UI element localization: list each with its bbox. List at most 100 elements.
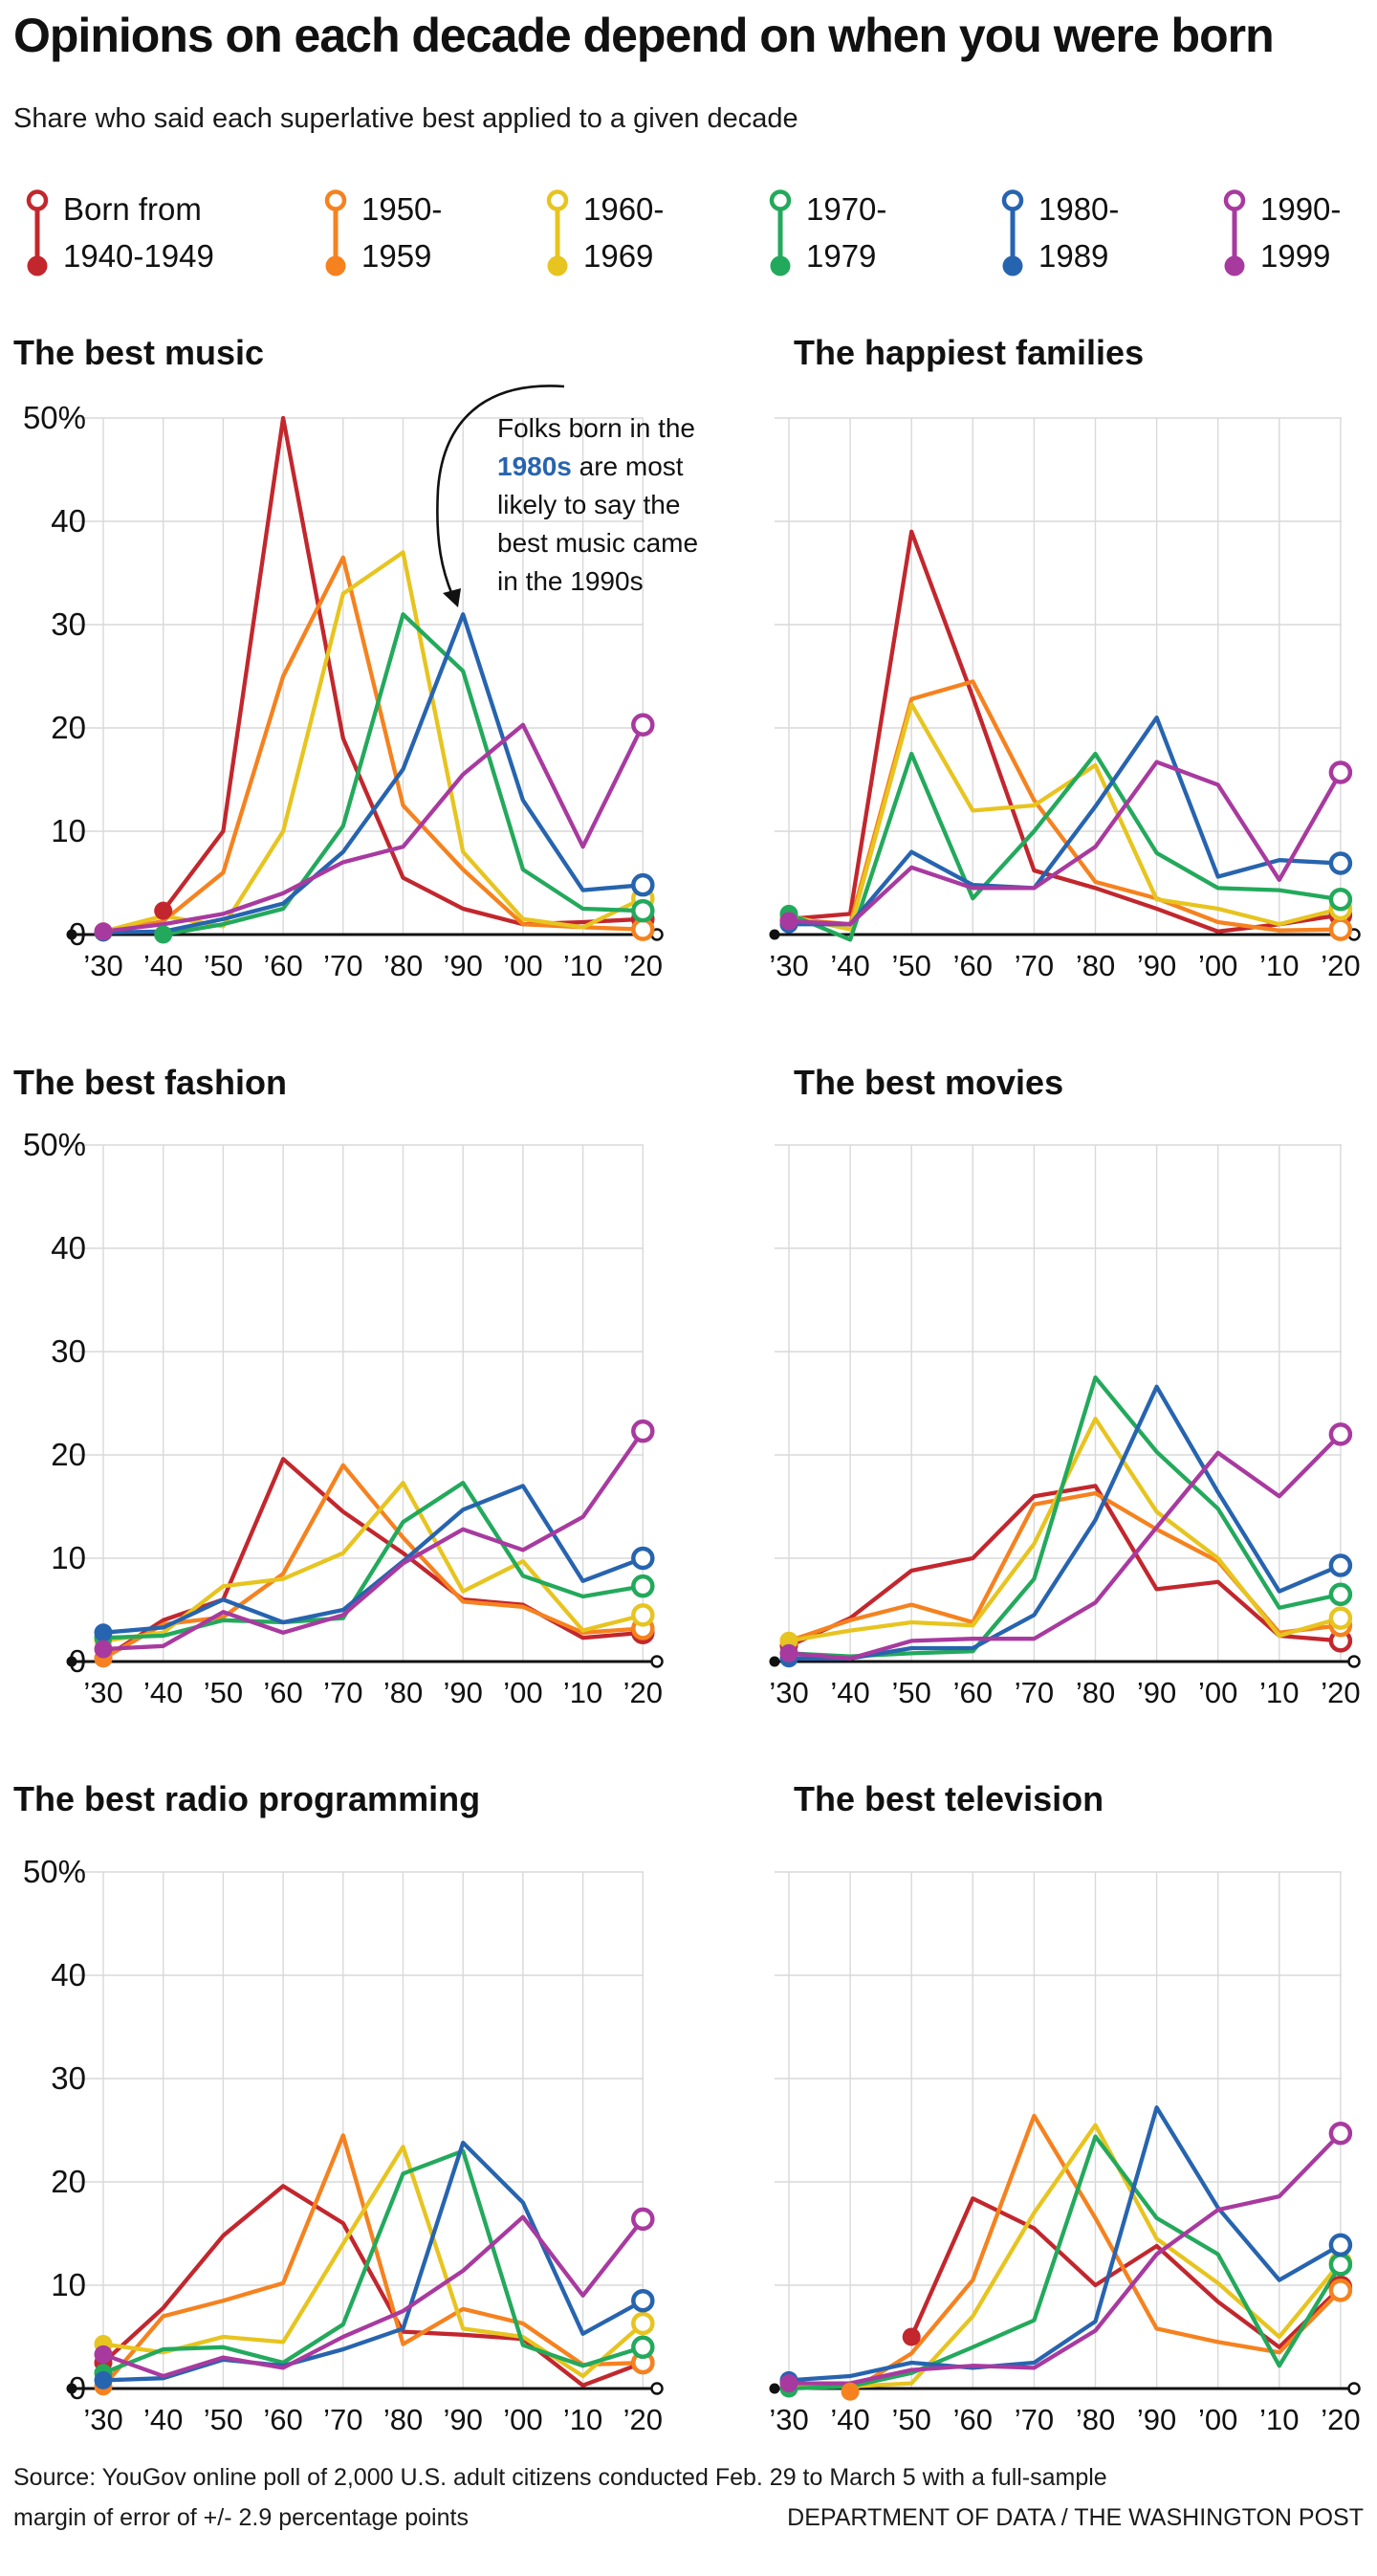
footer-source-line1: Source: YouGov online poll of 2,000 U.S.… — [13, 2464, 1107, 2491]
pin-filled-circle — [1224, 255, 1245, 276]
legend-item-1970s: 1970- 1979 — [767, 186, 886, 281]
legend-label-line1: 1970- — [806, 191, 887, 227]
legend-label-line2: 1959 — [361, 238, 432, 274]
legend-label: 1950- 1959 — [361, 186, 442, 279]
svg-text:’00: ’00 — [1198, 1676, 1237, 1709]
footer-credit: DEPARTMENT OF DATA / THE WASHINGTON POST — [787, 2504, 1364, 2531]
series-end-marker — [631, 2335, 655, 2360]
series-end-marker — [1328, 917, 1353, 941]
svg-text:’10: ’10 — [1259, 2403, 1299, 2436]
x-tick-labels: ’30 ’40 ’50 ’60 ’70 ’80 ’90 ’00 ’10 ’20 — [83, 2403, 663, 2436]
legend-label-line1: 1990- — [1260, 191, 1342, 227]
legend-item-1980s: 1980- 1989 — [999, 186, 1119, 281]
legend-label: 1960- 1969 — [583, 186, 664, 279]
page-subtitle: Share who said each superlative best app… — [13, 103, 798, 134]
svg-text:’10: ’10 — [563, 1676, 602, 1709]
legend-label-line1: 1950- — [361, 191, 443, 227]
series-start-dot — [94, 2345, 113, 2364]
svg-text:50%: 50% — [23, 400, 86, 435]
series-end-marker — [631, 1546, 655, 1571]
svg-text:’70: ’70 — [323, 2403, 362, 2436]
series-line-born-1980-1989 — [786, 2105, 1344, 2383]
legend-label: 1980- 1989 — [1038, 186, 1119, 279]
legend-item-1990s: 1990- 1999 — [1221, 186, 1341, 281]
svg-text:’60: ’60 — [263, 2403, 302, 2436]
x-axis — [769, 928, 1361, 941]
svg-text:’60: ’60 — [953, 2403, 993, 2436]
svg-text:’40: ’40 — [830, 2403, 869, 2436]
series-end-marker — [1328, 888, 1353, 912]
svg-text:’50: ’50 — [892, 1676, 931, 1709]
svg-text:20: 20 — [51, 710, 86, 745]
chart-title-television: The best television — [794, 1779, 1104, 1818]
svg-text:’00: ’00 — [503, 949, 542, 982]
annotation-line: best music came — [497, 528, 699, 558]
svg-text:’20: ’20 — [1321, 1676, 1360, 1709]
annotation-line: Folks born in the — [497, 413, 695, 443]
x-axis — [66, 1655, 664, 1668]
svg-text:’40: ’40 — [143, 2403, 183, 2436]
series-line-born-1990-1999 — [786, 2131, 1344, 2386]
series-start-dot — [779, 912, 798, 931]
series-line-born-1990-1999 — [786, 1432, 1344, 1661]
x-tick-labels: ’30 ’40 ’50 ’60 ’70 ’80 ’90 ’00 ’10 ’20 — [83, 1676, 663, 1709]
series-start-dot — [779, 1643, 798, 1662]
x-tick-labels: ’30 ’40 ’50 ’60 ’70 ’80 ’90 ’00 ’10 ’20 — [769, 2403, 1360, 2436]
x-tick-labels: ’30 ’40 ’50 ’60 ’70 ’80 ’90 ’00 ’10 ’20 — [769, 1676, 1360, 1709]
svg-text:’90: ’90 — [444, 2403, 483, 2436]
annotation-line: in the 1990s — [497, 566, 644, 596]
series-start-dot — [94, 1640, 113, 1659]
svg-text:’20: ’20 — [1321, 949, 1360, 982]
legend-label: 1990- 1999 — [1260, 186, 1341, 279]
svg-text:’10: ’10 — [1259, 1676, 1299, 1709]
axis-end-circle — [1347, 2382, 1361, 2395]
svg-text:40: 40 — [51, 1957, 86, 1993]
series-line-born-1980-1989 — [100, 1484, 645, 1635]
svg-text:’20: ’20 — [623, 1676, 663, 1709]
legend-pin-icon — [546, 189, 569, 276]
svg-text:’30: ’30 — [83, 2403, 122, 2436]
svg-text:40: 40 — [51, 1230, 86, 1266]
svg-text:20: 20 — [51, 2164, 86, 2199]
pin-open-circle — [1001, 189, 1024, 211]
svg-text:’90: ’90 — [444, 1676, 483, 1709]
series-line-born-1940-1949 — [909, 2196, 1344, 2349]
chart-title-fashion: The best fashion — [13, 1063, 288, 1102]
axis-end-circle — [650, 1655, 664, 1668]
page-title: Opinions on each decade depend on when y… — [13, 9, 1275, 62]
svg-text:30: 30 — [51, 606, 86, 642]
series-start-dot — [94, 2370, 113, 2389]
svg-text:’80: ’80 — [383, 2403, 423, 2436]
svg-text:’40: ’40 — [143, 1676, 183, 1709]
legend-label: 1970- 1979 — [806, 186, 886, 279]
annotation-arrow — [436, 385, 565, 607]
pin-filled-circle — [27, 255, 48, 276]
pin-open-circle — [1223, 189, 1246, 211]
legend-label-line2: 1989 — [1038, 238, 1109, 274]
axis-start-dot — [769, 1656, 780, 1667]
svg-text:’90: ’90 — [1137, 949, 1176, 982]
series-end-marker — [1328, 1606, 1353, 1630]
chart-title-movies: The best movies — [794, 1063, 1064, 1102]
series-end-marker — [631, 872, 655, 897]
pin-filled-circle — [325, 255, 346, 276]
series-line-born-1960-1969 — [100, 550, 645, 934]
svg-text:’70: ’70 — [323, 1676, 362, 1709]
svg-text:’80: ’80 — [383, 1676, 423, 1709]
series-end-marker — [1328, 1553, 1353, 1577]
series-line-born-1950-1959 — [100, 2133, 645, 2389]
axis-start-dot — [66, 2383, 77, 2394]
footer-source-line2: margin of error of +/- 2.9 percentage po… — [13, 2504, 469, 2531]
svg-text:30: 30 — [51, 2060, 86, 2096]
svg-text:40: 40 — [51, 503, 86, 539]
svg-text:’60: ’60 — [263, 949, 302, 982]
series-start-dot — [94, 922, 113, 941]
svg-text:’70: ’70 — [1015, 949, 1054, 982]
series-line-born-1980-1989 — [786, 1384, 1344, 1661]
svg-text:0: 0 — [69, 916, 86, 952]
svg-text:’50: ’50 — [204, 2403, 243, 2436]
x-tick-labels: ’30 ’40 ’50 ’60 ’70 ’80 ’90 ’00 ’10 ’20 — [769, 949, 1360, 982]
x-axis — [66, 2382, 664, 2395]
svg-text:’50: ’50 — [892, 2403, 931, 2436]
